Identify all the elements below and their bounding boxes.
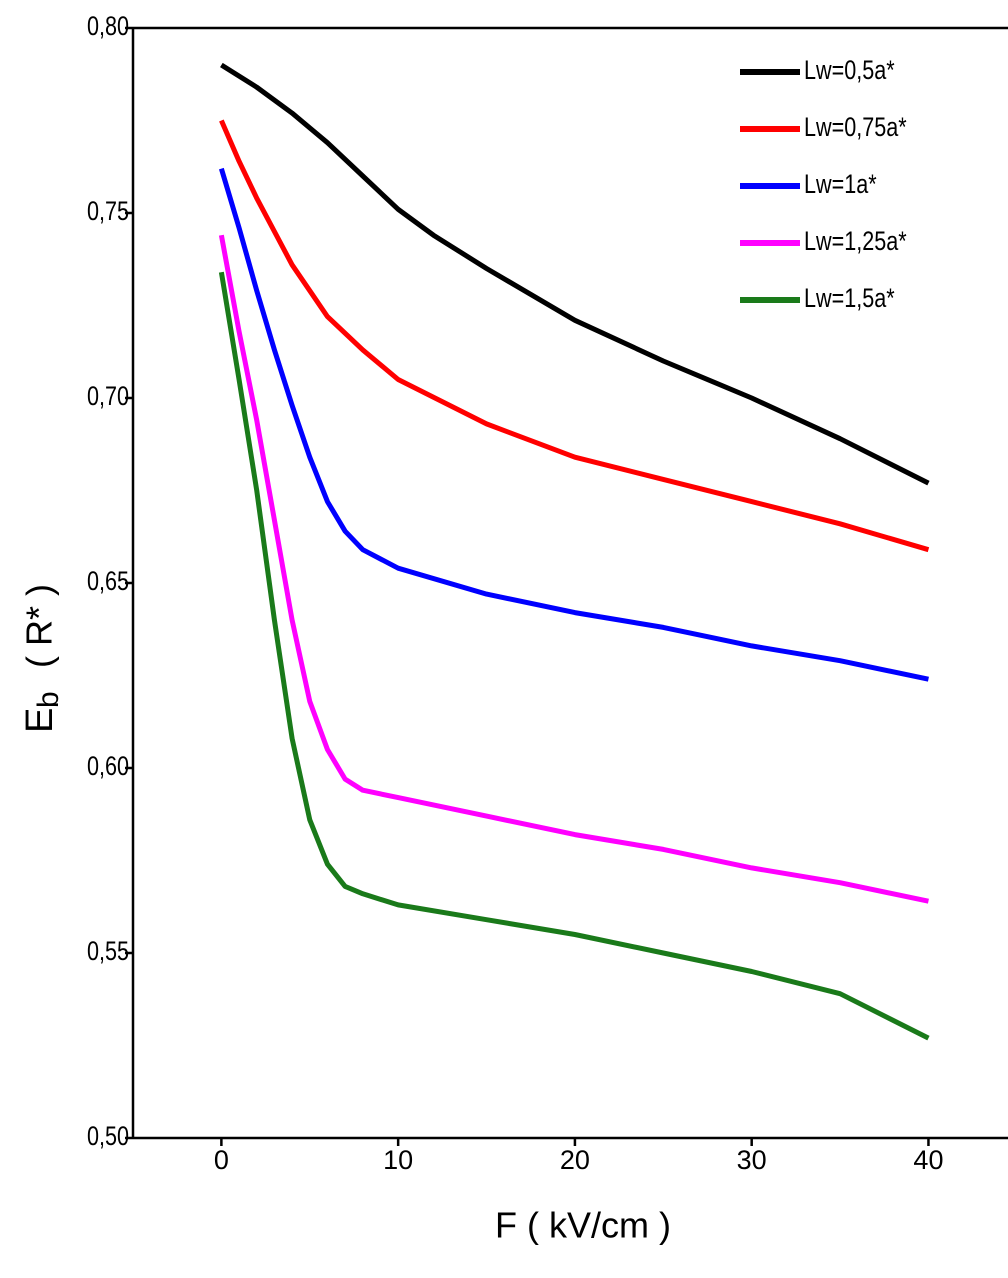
y-tick-label: 0,55 — [87, 937, 129, 967]
x-tick-label: 10 — [383, 1145, 413, 1175]
series-line — [220, 62, 930, 486]
x-tick-label: 30 — [737, 1145, 767, 1175]
y-tick-label: 0,65 — [87, 567, 129, 597]
y-axis-label: E b ( R* ) — [19, 584, 65, 733]
x-tick-label: 40 — [913, 1145, 943, 1175]
y-tick-label: 0,50 — [87, 1122, 129, 1152]
series-line — [219, 119, 930, 553]
legend-label: Lw=1,5a* — [804, 284, 895, 314]
legend-label: Lw=1a* — [804, 170, 877, 200]
x-tick-label: 0 — [214, 1145, 229, 1175]
x-axis-label: F ( kV/cm ) — [495, 1205, 671, 1246]
legend-label: Lw=0,75a* — [804, 113, 907, 143]
series-line — [218, 271, 930, 1041]
y-tick-label: 0,70 — [87, 382, 129, 412]
legend-label: Lw=1,25a* — [804, 227, 907, 257]
series-line — [218, 234, 929, 904]
y-tick-label: 0,80 — [87, 12, 129, 42]
y-label-main: E — [19, 708, 61, 733]
y-tick-label: 0,75 — [87, 197, 129, 227]
y-label-unit: ( R* ) — [19, 584, 60, 668]
y-label-sub: b — [32, 691, 65, 708]
y-tick-label: 0,60 — [87, 752, 129, 782]
x-tick-label: 20 — [560, 1145, 590, 1175]
series-line — [218, 167, 929, 682]
legend-label: Lw=0,5a* — [804, 56, 895, 86]
